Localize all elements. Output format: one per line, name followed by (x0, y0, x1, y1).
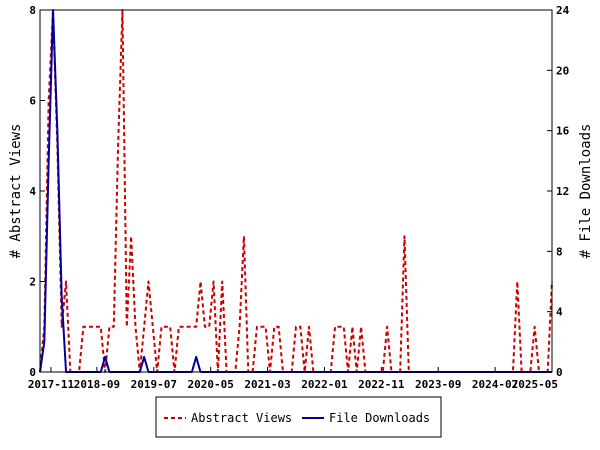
series-line-file-downloads (39, 9, 552, 373)
right-y-tick-label: 12 (556, 185, 569, 198)
left-y-tick-label: 8 (29, 4, 36, 17)
series-line-abstract-views (39, 9, 553, 373)
legend-label-abstract-views: Abstract Views (191, 411, 292, 425)
legend: Abstract Views File Downloads (155, 396, 442, 438)
legend-label-file-downloads: File Downloads (329, 411, 430, 425)
right-y-tick-label: 0 (556, 366, 563, 379)
right-y-tick-label: 20 (556, 64, 569, 77)
plot-area-frame (39, 9, 553, 373)
right-y-tick-label: 8 (556, 245, 563, 258)
series-layer (39, 9, 553, 373)
left-y-tick-label: 0 (29, 366, 36, 379)
right-y-tick-label: 16 (556, 125, 570, 138)
x-tick-label: 2023-09 (415, 378, 461, 391)
right-y-axis-title: # File Downloads (578, 124, 594, 259)
right-y-tick-label: 4 (556, 306, 563, 319)
x-axis: 2017-11 2018-09 2019-07 2020-05 2021-03 2022-… (28, 367, 558, 391)
left-y-tick-label: 6 (29, 95, 36, 108)
x-tick-label: 2017-11 (28, 378, 75, 391)
x-tick-label: 2022-11 (358, 378, 405, 391)
x-tick-label: 2018-09 (74, 378, 120, 391)
left-y-axis-title: # Abstract Views (8, 124, 24, 259)
x-tick-label: 2019-07 (131, 378, 177, 391)
x-tick-label: 2020-05 (187, 378, 233, 391)
left-y-tick-label: 2 (29, 276, 36, 289)
right-y-axis: 0 4 8 12 16 20 24 (547, 4, 570, 379)
left-y-tick-label: 4 (29, 185, 36, 198)
legend-box (155, 396, 442, 438)
right-y-tick-label: 24 (556, 4, 570, 17)
x-tick-label: 2024-07 (472, 378, 518, 391)
x-tick-label: 2022-01 (301, 378, 348, 391)
x-tick-label: 2025-05 (512, 378, 558, 391)
left-y-axis: 0 2 4 6 8 (29, 4, 45, 379)
x-tick-label: 2021-03 (244, 378, 290, 391)
